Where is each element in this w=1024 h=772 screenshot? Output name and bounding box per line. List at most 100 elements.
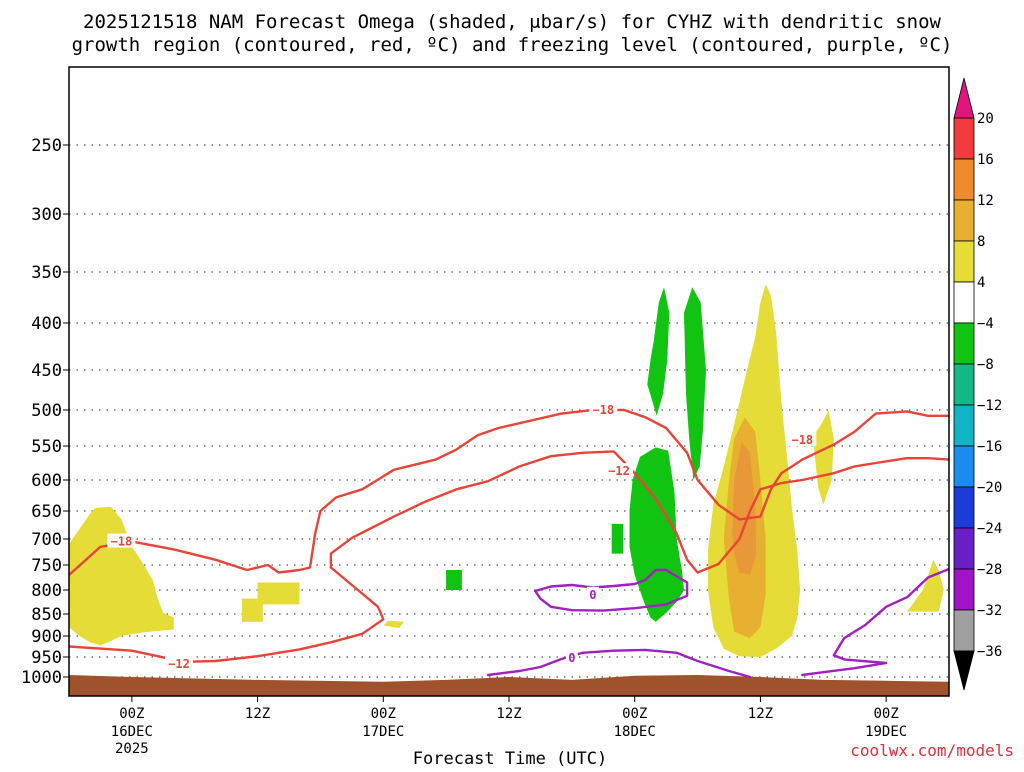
colorbar-label-5: −4 bbox=[977, 316, 994, 332]
omega-region-green-small2 bbox=[611, 523, 624, 554]
x-date-label-6: 19DEC bbox=[865, 724, 907, 740]
colorbar-label-4: 4 bbox=[977, 275, 985, 291]
colorbar-label-6: −8 bbox=[977, 357, 994, 373]
omega-region-green-right-thin bbox=[684, 287, 706, 480]
y-tick-label-550: 550 bbox=[31, 437, 62, 457]
y-tick-label-600: 600 bbox=[31, 471, 62, 491]
plot-frame bbox=[68, 66, 950, 697]
x-tick-label-5: 12Z bbox=[748, 706, 773, 722]
colorbar-bin-0 bbox=[953, 117, 975, 160]
colorbar-top-arrow bbox=[953, 77, 975, 119]
y-tick-label-750: 750 bbox=[31, 556, 62, 576]
omega-region-yellow-box1 bbox=[257, 582, 300, 605]
contour-label-6: 0 bbox=[568, 651, 575, 665]
x-year-label-0: 2025 bbox=[115, 741, 149, 757]
y-tick-label-800: 800 bbox=[31, 581, 62, 601]
colorbar-bin-2 bbox=[953, 199, 975, 242]
colorbar-label-13: −36 bbox=[977, 644, 1002, 660]
colorbar-bin-1 bbox=[953, 158, 975, 201]
x-date-label-4: 18DEC bbox=[614, 724, 656, 740]
contour-labels: −18 −12 −18 −12 −18 0 0 bbox=[107, 402, 817, 671]
terrain-layer bbox=[69, 675, 949, 696]
omega-shading-layer bbox=[69, 284, 944, 657]
y-tick-label-400: 400 bbox=[31, 314, 62, 334]
contour-line-3 bbox=[486, 648, 752, 679]
colorbar-label-11: −28 bbox=[977, 562, 1002, 578]
y-tick-label-650: 650 bbox=[31, 502, 62, 522]
colorbar-label-9: −20 bbox=[977, 480, 1002, 496]
y-tick-label-450: 450 bbox=[31, 361, 62, 381]
colorbar-bin-7 bbox=[953, 404, 975, 447]
x-date-label-0: 16DEC bbox=[111, 724, 153, 740]
chart-title-line1: 2025121518 NAM Forecast Omega (shaded, μ… bbox=[83, 11, 941, 33]
colorbar-bin-3 bbox=[953, 240, 975, 283]
contour-line-4 bbox=[801, 567, 949, 677]
contour-label-3: −12 bbox=[608, 464, 630, 478]
contour-label-bg-4 bbox=[788, 432, 817, 447]
x-tick-label-1: 12Z bbox=[245, 706, 270, 722]
contour-label-0: −18 bbox=[111, 535, 133, 549]
colorbar-bin-8 bbox=[953, 445, 975, 488]
terrain-fill bbox=[69, 675, 949, 696]
colorbar-bin-5 bbox=[953, 322, 975, 365]
colorbar-bin-6 bbox=[953, 363, 975, 406]
contour-label-bg-0 bbox=[107, 533, 136, 548]
y-tick-label-250: 250 bbox=[31, 136, 62, 156]
contour-label-bg-5 bbox=[586, 586, 599, 601]
contour-line-1 bbox=[69, 450, 949, 663]
grid-lines bbox=[69, 144, 949, 678]
contour-label-bg-1 bbox=[165, 656, 193, 671]
colorbar-label-0: 20 bbox=[977, 111, 994, 127]
colorbar-bin-4 bbox=[953, 281, 975, 324]
omega-region-green-left-thin bbox=[647, 287, 670, 416]
contour-label-2: −18 bbox=[592, 403, 614, 417]
x-tick-label-4: 00Z bbox=[622, 706, 647, 722]
y-tick-label-1000: 1000 bbox=[21, 668, 62, 688]
contour-label-4: −18 bbox=[791, 433, 813, 447]
omega-region-yellow-thin bbox=[812, 410, 834, 505]
contour-line-0 bbox=[69, 408, 949, 577]
y-tick-label-850: 850 bbox=[31, 605, 62, 625]
y-tick-label-950: 950 bbox=[31, 648, 62, 668]
colorbar-label-8: −16 bbox=[977, 439, 1002, 455]
pressure-axis: 2503003504004505005506006507007508008509… bbox=[21, 136, 69, 688]
colorbar-bottom-arrow bbox=[953, 650, 975, 691]
x-tick-label-0: 00Z bbox=[119, 706, 144, 722]
colorbar-label-10: −24 bbox=[977, 521, 1002, 537]
x-tick-label-3: 12Z bbox=[496, 706, 521, 722]
colorbar-bin-11 bbox=[953, 568, 975, 611]
y-tick-label-350: 350 bbox=[31, 263, 62, 283]
x-tick-label-2: 00Z bbox=[371, 706, 396, 722]
omega-region-green-main bbox=[629, 447, 684, 622]
contour-label-5: 0 bbox=[589, 588, 596, 602]
colorbar-label-2: 12 bbox=[977, 193, 994, 209]
x-date-label-2: 17DEC bbox=[362, 724, 404, 740]
colorbar-bin-12 bbox=[953, 609, 975, 652]
colorbar-label-3: 8 bbox=[977, 234, 985, 250]
contour-label-bg-6 bbox=[565, 649, 578, 664]
x-tick-label-6: 00Z bbox=[873, 706, 898, 722]
y-tick-label-900: 900 bbox=[31, 627, 62, 647]
contour-label-bg-2 bbox=[589, 402, 618, 416]
omega-region-green-small1 bbox=[446, 570, 462, 590]
colorbar: 20 16 12 8 4 −4 −8 −12 −16 −20 −24 −28 −32 −36 bbox=[953, 77, 1002, 691]
chart-title-line2: growth region (contoured, red, ºC) and f… bbox=[72, 34, 953, 56]
y-tick-label-700: 700 bbox=[31, 530, 62, 550]
contour-label-bg-3 bbox=[605, 463, 633, 478]
y-tick-label-300: 300 bbox=[31, 205, 62, 225]
colorbar-bin-10 bbox=[953, 527, 975, 570]
colorbar-label-7: −12 bbox=[977, 398, 1002, 414]
omega-region-yellow-right bbox=[907, 559, 944, 612]
x-axis-title: Forecast Time (UTC) bbox=[413, 749, 607, 768]
contour-label-1: −12 bbox=[168, 657, 190, 671]
omega-region-yellow-blob bbox=[383, 620, 405, 629]
colorbar-bin-9 bbox=[953, 486, 975, 529]
colorbar-label-12: −32 bbox=[977, 603, 1002, 619]
credit-text: coolwx.com/models bbox=[850, 741, 1014, 760]
colorbar-label-1: 16 bbox=[977, 152, 994, 168]
omega-region-yellow-left bbox=[69, 506, 174, 646]
omega-region-yellow-box2 bbox=[241, 598, 263, 622]
